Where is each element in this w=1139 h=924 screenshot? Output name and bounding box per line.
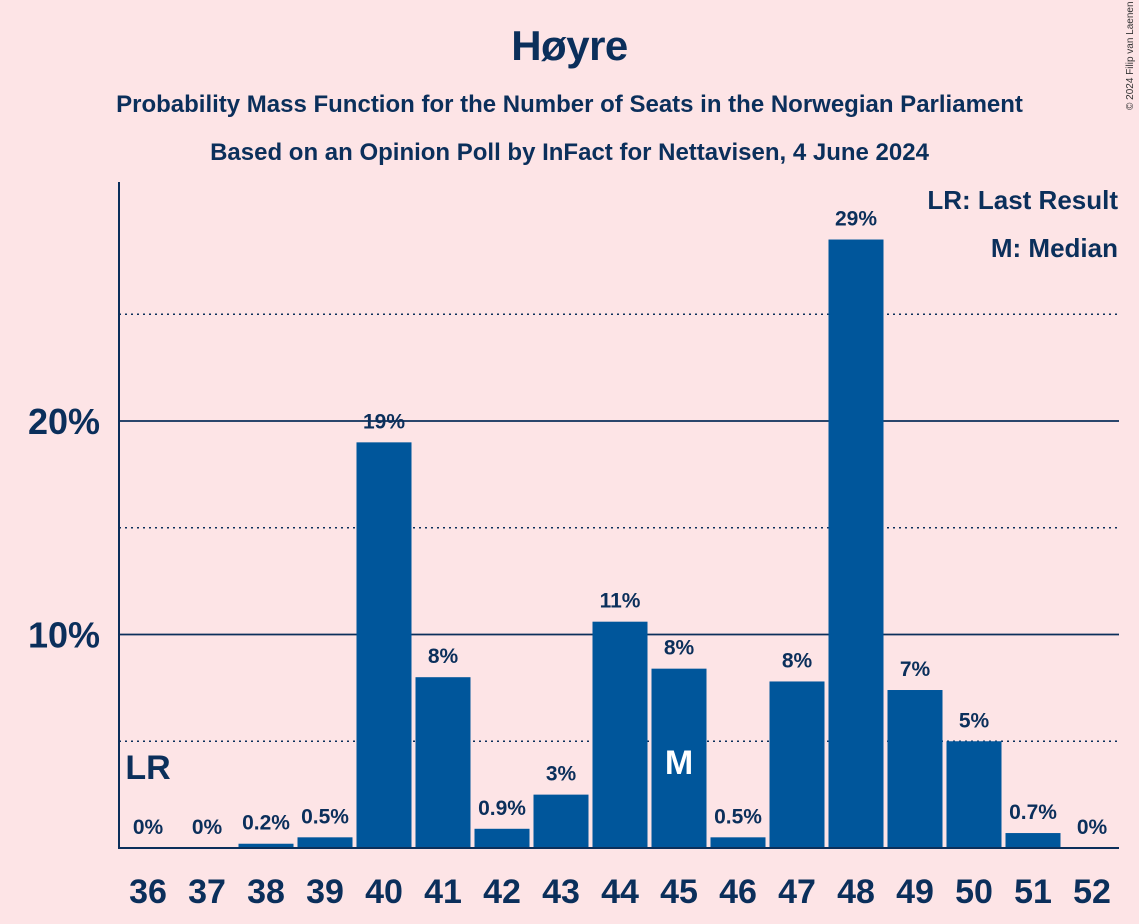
bar (946, 741, 1002, 848)
bar-value-label: 0% (133, 816, 164, 839)
bar-value-label: 0.5% (714, 805, 762, 828)
x-tick-label: 37 (188, 873, 226, 911)
bar-value-label: 3% (546, 763, 577, 786)
bar (651, 668, 707, 848)
legend-last-result: LR: Last Result (927, 185, 1118, 215)
bar-value-label: 8% (782, 649, 813, 672)
bar (533, 794, 589, 848)
bar (356, 442, 412, 848)
bar (1005, 833, 1061, 848)
bar-value-label: 8% (664, 637, 695, 660)
last-result-marker: LR (125, 749, 170, 787)
x-tick-label: 36 (129, 873, 167, 911)
x-tick-label: 44 (601, 873, 639, 911)
x-tick-label: 42 (483, 873, 521, 911)
chart-subtitle: Probability Mass Function for the Number… (116, 91, 1023, 118)
bar-value-label: 0% (1077, 816, 1108, 839)
bar (769, 681, 825, 848)
x-tick-label: 40 (365, 873, 403, 911)
bar (238, 843, 294, 848)
bar-value-label: 0.9% (478, 797, 526, 820)
x-tick-label: 48 (837, 873, 875, 911)
x-tick-label: 52 (1073, 873, 1111, 911)
bar-value-label: 5% (959, 709, 990, 732)
x-tick-label: 46 (719, 873, 757, 911)
x-tick-label: 50 (955, 873, 993, 911)
bar (592, 621, 648, 848)
bar-value-label: 0.2% (242, 812, 290, 835)
x-tick-label: 41 (424, 873, 462, 911)
y-tick-label: 20% (28, 401, 100, 442)
x-tick-label: 43 (542, 873, 580, 911)
bar-value-label: 0.5% (301, 805, 349, 828)
x-tick-label: 39 (306, 873, 344, 911)
bar (415, 677, 471, 848)
bar-value-label: 8% (428, 645, 459, 668)
bar (297, 837, 353, 848)
y-tick-label: 10% (28, 615, 100, 656)
bar-value-label: 7% (900, 658, 931, 681)
legend-median: M: Median (991, 233, 1118, 263)
bar (887, 690, 943, 848)
bar-value-label: 0.7% (1009, 801, 1057, 824)
bar-value-label: 29% (835, 208, 877, 231)
x-tick-label: 49 (896, 873, 934, 911)
x-tick-label: 38 (247, 873, 285, 911)
x-tick-label: 45 (660, 873, 698, 911)
bar-value-label: 0% (192, 816, 223, 839)
bar-value-label: 11% (600, 590, 641, 613)
chart-title: Høyre (511, 22, 628, 69)
bar (710, 837, 766, 848)
chart-subtitle-source: Based on an Opinion Poll by InFact for N… (210, 139, 929, 166)
median-marker: M (665, 744, 693, 782)
bar-value-label: 19% (363, 410, 405, 433)
bar (474, 828, 530, 848)
x-tick-label: 51 (1014, 873, 1052, 911)
bar (828, 239, 884, 848)
x-tick-label: 47 (778, 873, 816, 911)
